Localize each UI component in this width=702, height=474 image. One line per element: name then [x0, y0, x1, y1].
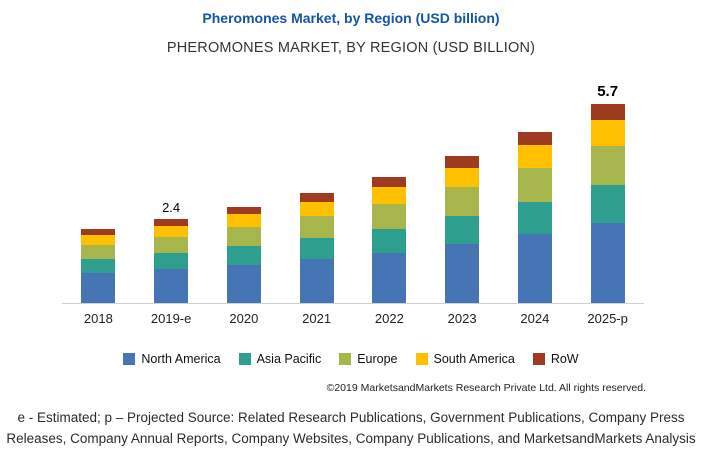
footer-note: e - Estimated; p – Projected Source: Rel… — [6, 410, 696, 446]
bar-segment-north-america — [81, 273, 116, 303]
legend-item-south-america: South America — [415, 352, 515, 366]
bar-segment-asia-pacific — [590, 185, 625, 224]
bar-segment-row — [226, 206, 261, 215]
stacked-bar — [154, 219, 189, 303]
legend-swatch-icon — [532, 353, 545, 365]
bar-segment-row — [81, 229, 116, 236]
legend-label: Europe — [357, 352, 398, 366]
bar-segment-europe — [517, 167, 552, 202]
bar-group — [499, 131, 572, 303]
bar-chart: 2.4 5.7 — [62, 82, 644, 304]
bar-segment-asia-pacific — [81, 259, 116, 274]
page-title: Pheromones Market, by Region (USD billio… — [202, 10, 500, 26]
bar-group — [62, 229, 135, 303]
bar-group — [280, 192, 353, 303]
bar-segment-north-america — [445, 244, 480, 303]
bar-segment-south-america — [154, 225, 189, 237]
bar-segment-europe — [445, 186, 480, 217]
legend-item-asia-pacific: Asia Pacific — [238, 352, 322, 366]
bar-segment-asia-pacific — [299, 237, 334, 259]
bar-segment-north-america — [299, 258, 334, 303]
bar-segment-europe — [154, 236, 189, 254]
bar-segment-asia-pacific — [154, 253, 189, 270]
bar-segment-row — [154, 219, 189, 226]
bar-group — [426, 155, 499, 303]
x-axis-label: 2019-e — [150, 311, 192, 326]
x-axis-label: 2021 — [302, 311, 332, 326]
bar-total-label: 5.7 — [597, 82, 619, 100]
chart-subtitle: PHEROMONES MARKET, BY REGION (USD BILLIO… — [166, 40, 536, 56]
bar-segment-row — [299, 192, 334, 202]
bar-total-label: 2.4 — [162, 200, 181, 216]
bar-segment-south-america — [590, 119, 625, 146]
x-axis-label: 2024 — [520, 311, 550, 326]
bar-segment-europe — [81, 244, 116, 260]
chart-area: 2.4 5.7 2018 2019-e 2020 2021 2022 2023 2024 202… — [0, 82, 702, 326]
bar-segment-europe — [372, 203, 407, 229]
bar-segment-north-america — [517, 234, 552, 303]
bar-segment-europe — [590, 145, 625, 186]
bar-segment-asia-pacific — [372, 228, 407, 253]
chart-legend: North America Asia Pacific Europe South Ame… — [0, 352, 702, 366]
legend-item-north-america: North America — [123, 352, 221, 366]
legend-label: Asia Pacific — [256, 352, 322, 366]
stacked-bar — [81, 229, 116, 303]
bar-group — [353, 177, 426, 303]
x-axis-label: 2023 — [447, 311, 477, 326]
stacked-bar — [445, 155, 480, 303]
bar-segment-row — [372, 177, 407, 188]
legend-swatch-icon — [415, 353, 428, 365]
legend-item-row: RoW — [532, 352, 579, 366]
stacked-bar — [299, 192, 334, 303]
legend-item-europe: Europe — [339, 352, 398, 366]
bar-segment-europe — [299, 215, 334, 238]
legend-label: RoW — [550, 352, 579, 366]
bar-segment-asia-pacific — [517, 201, 552, 235]
bar-segment-asia-pacific — [445, 216, 480, 245]
x-axis-label: 2018 — [83, 311, 113, 326]
legend-swatch-icon — [339, 353, 352, 365]
legend-label: South America — [433, 352, 515, 366]
bar-segment-north-america — [372, 252, 407, 303]
bar-segment-row — [517, 131, 552, 146]
stacked-bar — [517, 131, 552, 303]
legend-swatch-icon — [123, 353, 136, 365]
bar-segment-north-america — [226, 264, 261, 303]
stacked-bar — [372, 177, 407, 303]
bar-segment-south-america — [299, 201, 334, 216]
bar-segment-south-america — [372, 187, 407, 204]
stacked-bar — [226, 206, 261, 303]
bar-segment-south-america — [81, 235, 116, 245]
bar-segment-south-america — [226, 214, 261, 228]
bar-segment-north-america — [154, 269, 189, 303]
bar-segment-row — [590, 103, 625, 120]
bar-group — [208, 206, 281, 303]
bar-group: 2.4 — [135, 200, 208, 303]
bar-segment-asia-pacific — [226, 246, 261, 265]
copyright-text: ©2019 MarketsandMarkets Research Private… — [326, 382, 646, 394]
stacked-bar — [590, 103, 625, 303]
bar-segment-south-america — [517, 145, 552, 168]
bar-group: 5.7 — [571, 83, 644, 303]
bar-segment-north-america — [590, 223, 625, 303]
x-axis-label: 2025-p — [587, 311, 628, 326]
legend-label: North America — [141, 352, 221, 366]
bar-segment-europe — [226, 227, 261, 247]
x-axis-label: 2022 — [374, 311, 404, 326]
x-axis-label: 2020 — [229, 311, 259, 326]
x-axis: 2018 2019-e 2020 2021 2022 2023 2024 2025-p — [62, 304, 644, 326]
bar-segment-row — [445, 155, 480, 168]
bar-segment-south-america — [445, 167, 480, 187]
legend-swatch-icon — [238, 353, 251, 365]
